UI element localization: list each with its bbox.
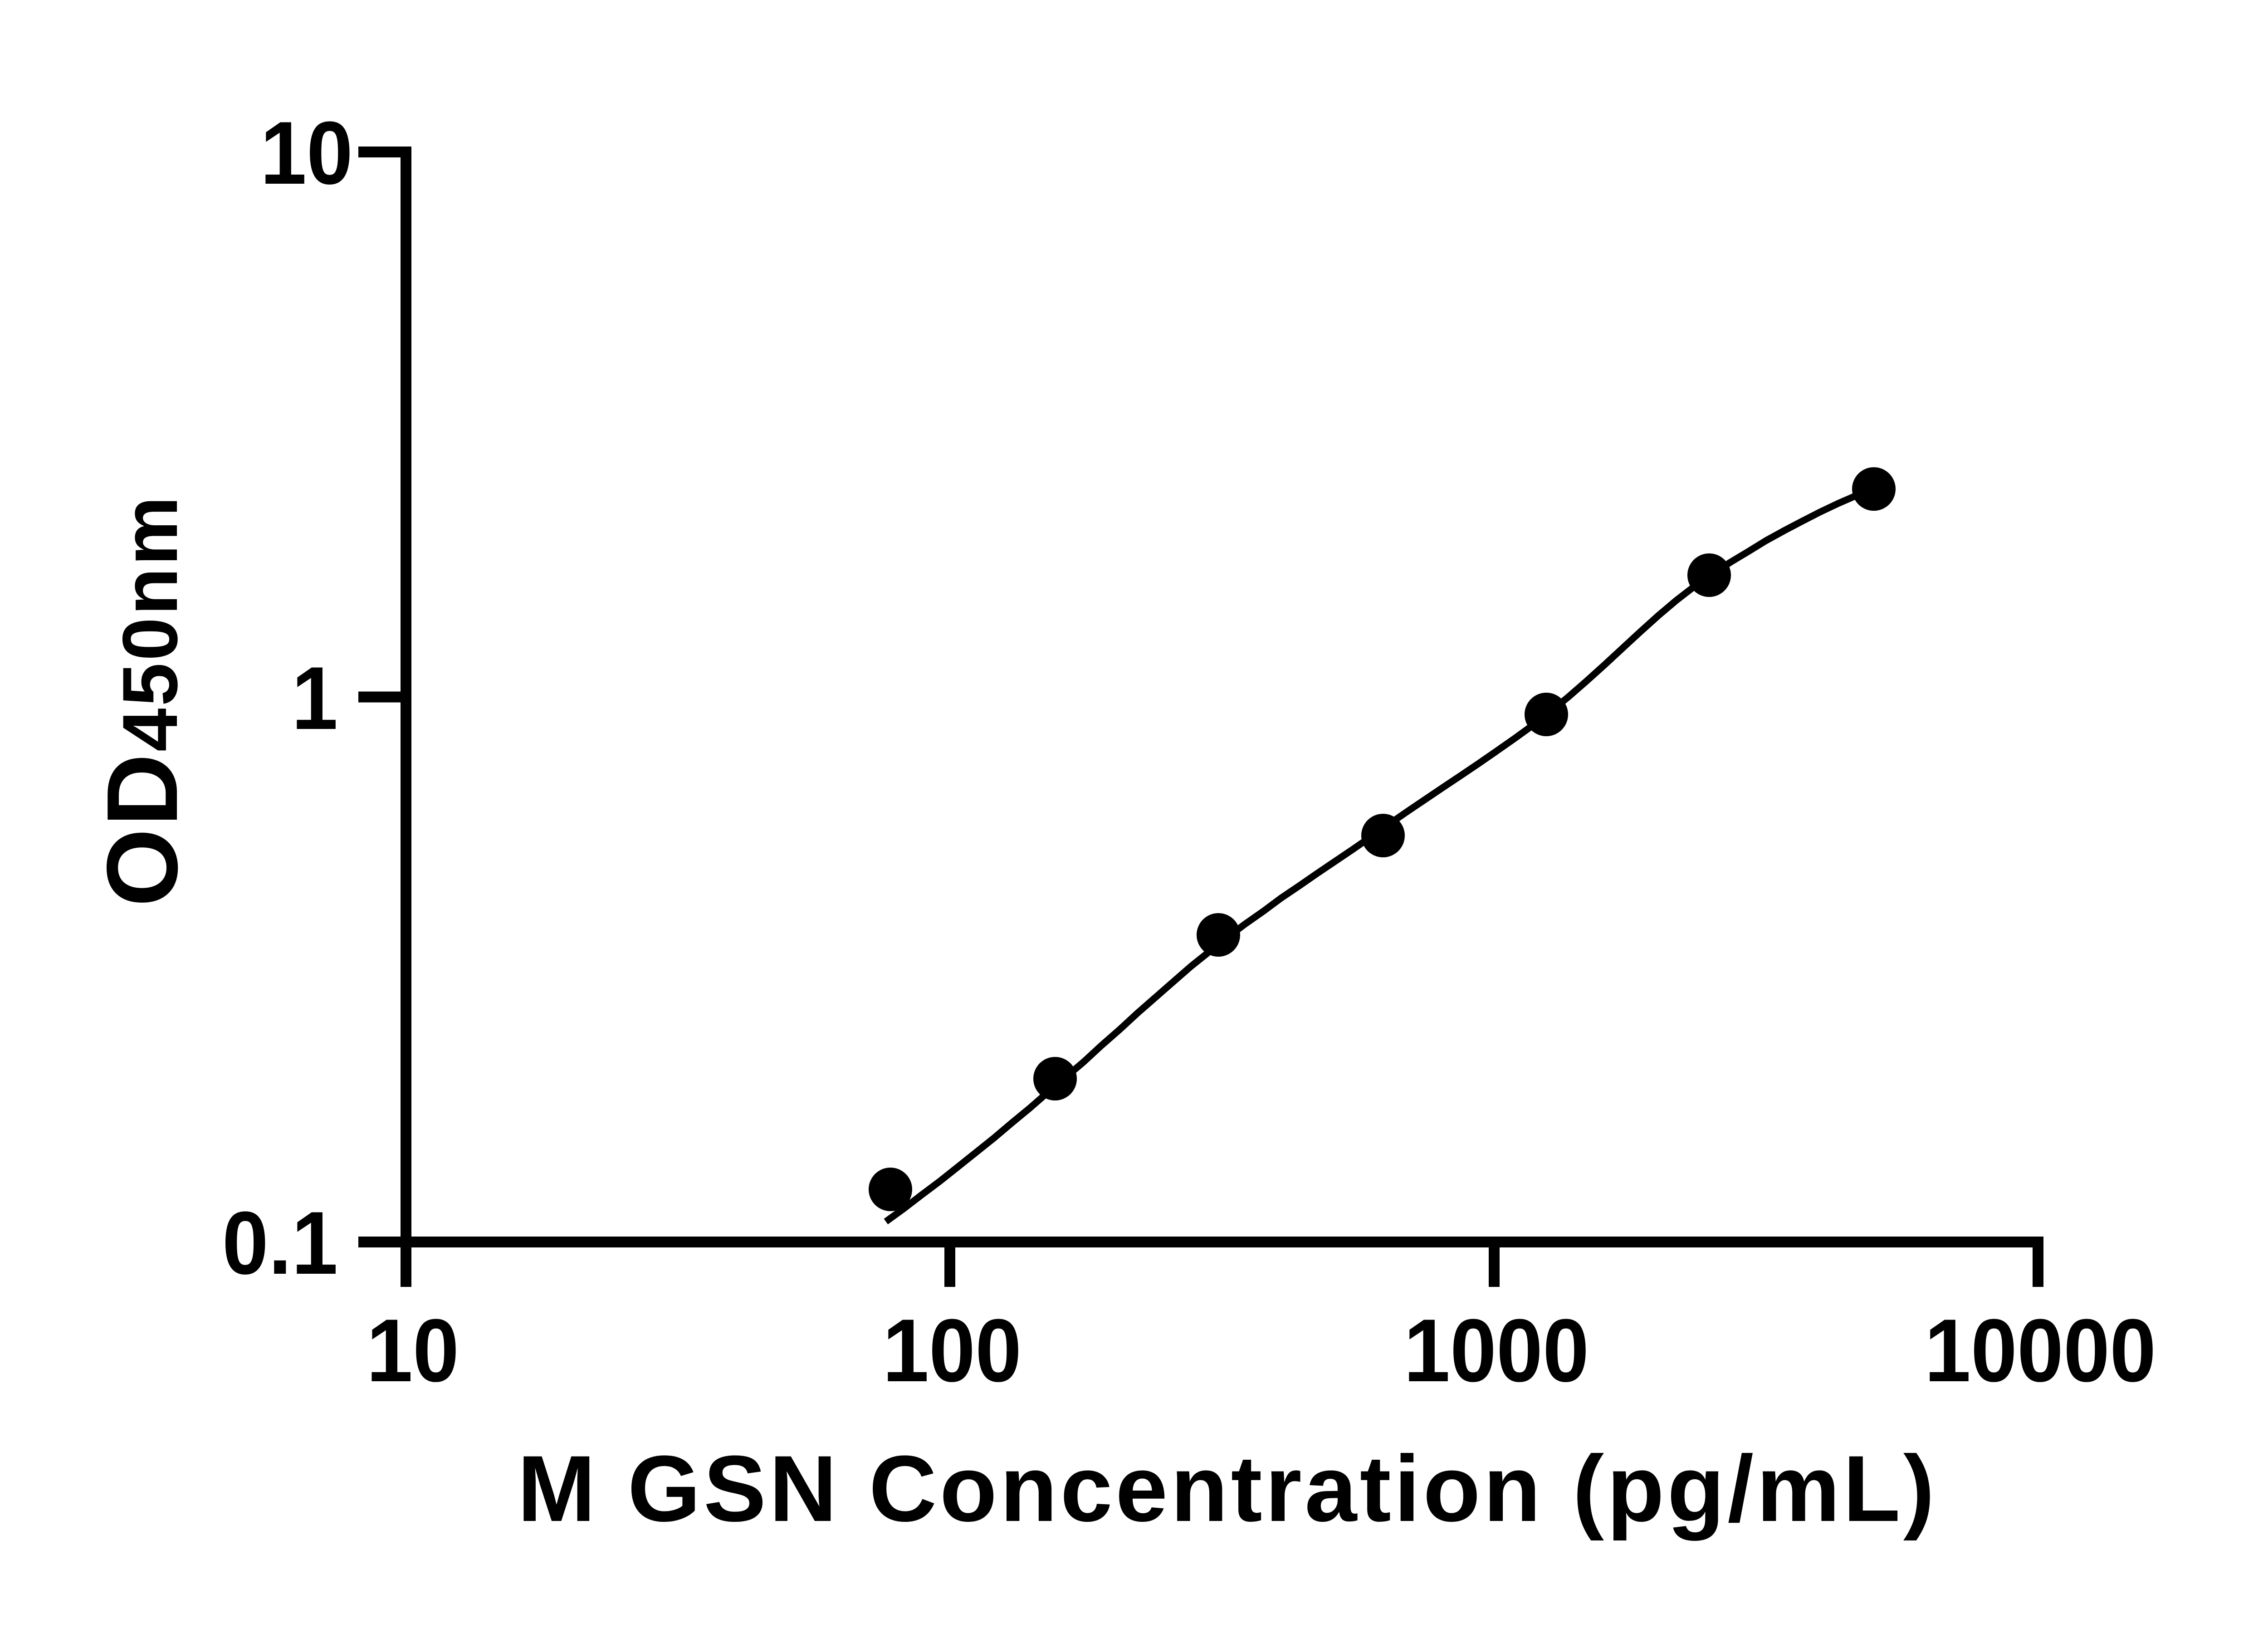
svg-text:10000: 10000	[1925, 1301, 2156, 1400]
svg-text:0.1: 0.1	[222, 1193, 338, 1293]
svg-text:1: 1	[292, 649, 338, 748]
svg-text:1000: 1000	[1404, 1301, 1589, 1400]
svg-text:10: 10	[367, 1301, 459, 1400]
svg-text:10: 10	[260, 103, 353, 203]
svg-text:M GSN Concentration (pg/mL): M GSN Concentration (pg/mL)	[518, 1436, 1938, 1541]
svg-text:100: 100	[883, 1301, 1022, 1400]
